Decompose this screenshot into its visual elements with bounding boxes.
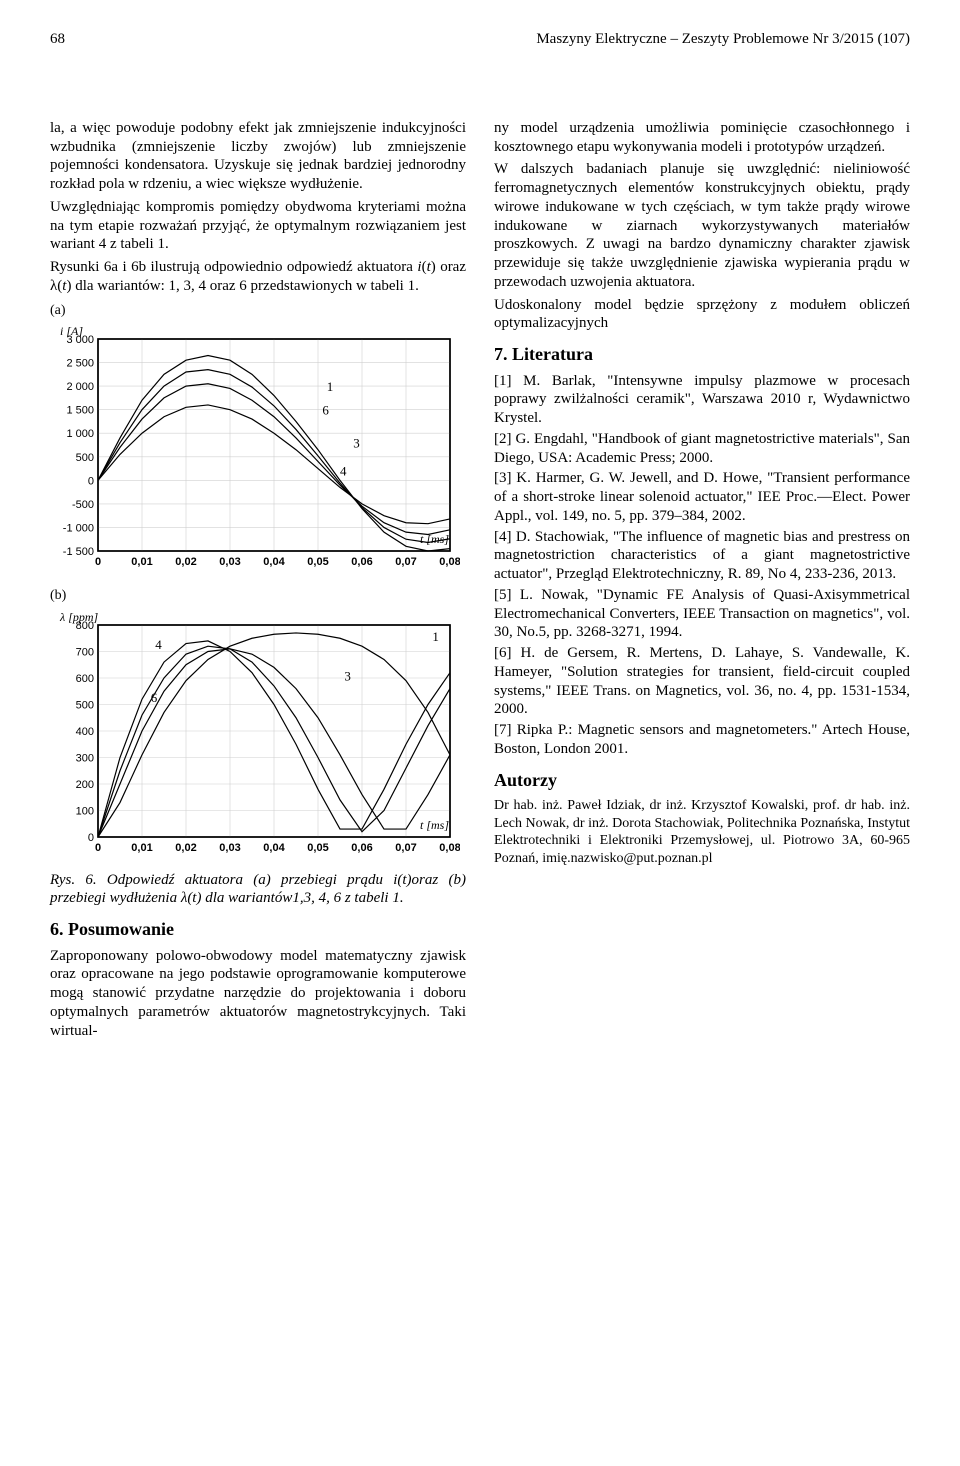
- svg-text:0,02: 0,02: [175, 556, 196, 568]
- left-column: la, a więc powoduje podobny efekt jak zm…: [50, 119, 466, 1045]
- svg-text:i [A]: i [A]: [60, 324, 83, 338]
- body-text: Zaproponowany polowo-obwodowy model mate…: [50, 947, 466, 1041]
- svg-text:t [ms]: t [ms]: [420, 818, 449, 832]
- text-run: Rysunki 6a i 6b ilustrują odpowiednio od…: [50, 259, 417, 275]
- svg-text:300: 300: [76, 752, 94, 764]
- section-heading: Autorzy: [494, 769, 910, 792]
- svg-text:1 500: 1 500: [66, 405, 94, 417]
- reference-item: [6] H. de Gersem, R. Mertens, D. Lahaye,…: [494, 644, 910, 719]
- svg-text:0,05: 0,05: [307, 842, 328, 854]
- body-text: la, a więc powoduje podobny efekt jak zm…: [50, 119, 466, 194]
- svg-text:0,02: 0,02: [175, 842, 196, 854]
- section-heading: 6. Posumowanie: [50, 918, 466, 941]
- svg-text:400: 400: [76, 726, 94, 738]
- svg-text:1 000: 1 000: [66, 428, 94, 440]
- body-text: Udoskonalony model będzie sprzężony z mo…: [494, 296, 910, 334]
- svg-text:0,04: 0,04: [263, 556, 285, 568]
- right-column: ny model urządzenia umożliwia pominięcie…: [494, 119, 910, 1045]
- svg-text:0,03: 0,03: [219, 556, 240, 568]
- svg-text:4: 4: [340, 464, 347, 479]
- svg-text:4: 4: [155, 636, 162, 651]
- svg-text:-1 000: -1 000: [63, 522, 94, 534]
- reference-item: [3] K. Harmer, G. W. Jewell, and D. Howe…: [494, 469, 910, 525]
- journal-title: Maszyny Elektryczne – Zeszyty Problemowe…: [536, 30, 910, 49]
- reference-item: [7] Ripka P.: Magnetic sensors and magne…: [494, 721, 910, 759]
- svg-text:0,07: 0,07: [395, 556, 416, 568]
- svg-text:3: 3: [344, 668, 351, 683]
- svg-text:6: 6: [151, 689, 158, 704]
- svg-text:2 000: 2 000: [66, 381, 94, 393]
- reference-item: [2] G. Engdahl, "Handbook of giant magne…: [494, 430, 910, 468]
- svg-text:0,06: 0,06: [351, 556, 372, 568]
- svg-text:1: 1: [327, 379, 334, 394]
- svg-text:0,08: 0,08: [439, 556, 460, 568]
- svg-text:500: 500: [76, 452, 94, 464]
- body-text: Uwzględniając kompromis pomiędzy obydwom…: [50, 198, 466, 254]
- chart-b: 800700600500400300200100000,010,020,030,…: [50, 607, 460, 867]
- svg-text:1: 1: [432, 628, 439, 643]
- svg-text:0,08: 0,08: [439, 842, 460, 854]
- svg-text:0,03: 0,03: [219, 842, 240, 854]
- svg-text:200: 200: [76, 779, 94, 791]
- svg-text:600: 600: [76, 673, 94, 685]
- svg-text:0: 0: [95, 556, 101, 568]
- svg-text:700: 700: [76, 646, 94, 658]
- svg-text:0,05: 0,05: [307, 556, 328, 568]
- text-run: ) dla wariantów: 1, 3, 4 oraz 6 przedsta…: [66, 278, 418, 294]
- svg-text:0,01: 0,01: [131, 842, 152, 854]
- subfigure-label-b: (b): [50, 587, 466, 605]
- section-heading: 7. Literatura: [494, 343, 910, 366]
- reference-item: [4] D. Stachowiak, "The influence of mag…: [494, 528, 910, 584]
- svg-text:0,07: 0,07: [395, 842, 416, 854]
- svg-text:0: 0: [88, 832, 94, 844]
- svg-text:100: 100: [76, 805, 94, 817]
- body-text: ny model urządzenia umożliwia pominięcie…: [494, 119, 910, 157]
- page-number: 68: [50, 30, 65, 49]
- svg-text:0,04: 0,04: [263, 842, 285, 854]
- figure-caption: Rys. 6. Odpowiedź aktuatora (a) przebieg…: [50, 871, 466, 909]
- svg-text:-500: -500: [72, 499, 94, 511]
- svg-text:0,01: 0,01: [131, 556, 152, 568]
- svg-text:500: 500: [76, 699, 94, 711]
- subfigure-label-a: (a): [50, 302, 466, 320]
- reference-item: [1] M. Barlak, "Intensywne impulsy plazm…: [494, 372, 910, 428]
- svg-text:λ [ppm]: λ [ppm]: [59, 610, 99, 624]
- authors-text: Dr hab. inż. Paweł Idziak, dr inż. Krzys…: [494, 797, 910, 867]
- svg-text:-1 500: -1 500: [63, 546, 94, 558]
- page-header: 68 Maszyny Elektryczne – Zeszyty Problem…: [50, 30, 910, 49]
- body-text: W dalszych badaniach planuje się uwzględ…: [494, 160, 910, 291]
- svg-text:0,06: 0,06: [351, 842, 372, 854]
- reference-item: [5] L. Nowak, "Dynamic FE Analysis of Qu…: [494, 586, 910, 642]
- svg-text:6: 6: [322, 402, 329, 417]
- svg-text:3: 3: [353, 435, 360, 450]
- chart-a: 3 0002 5002 0001 5001 0005000-500-1 000-…: [50, 321, 460, 581]
- svg-text:0: 0: [95, 842, 101, 854]
- svg-text:2 500: 2 500: [66, 358, 94, 370]
- svg-text:0: 0: [88, 475, 94, 487]
- body-text: Rysunki 6a i 6b ilustrują odpowiednio od…: [50, 258, 466, 296]
